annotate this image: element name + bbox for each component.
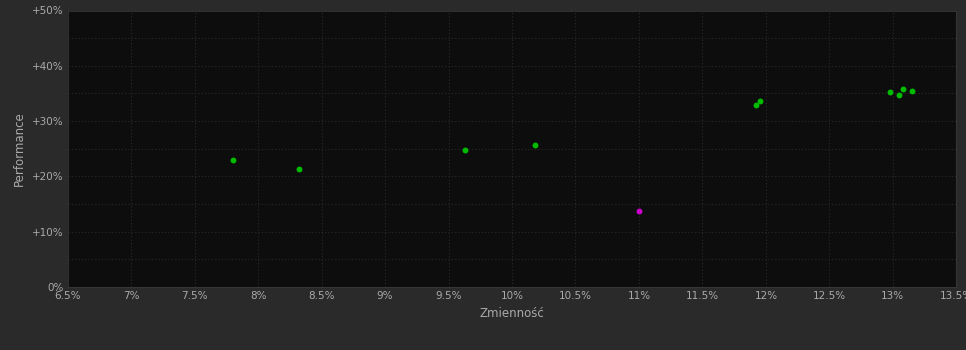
Point	[291, 166, 306, 172]
Point	[904, 89, 920, 94]
Point	[883, 90, 898, 95]
Point	[225, 158, 241, 163]
Point	[895, 86, 911, 92]
Point	[631, 208, 646, 213]
Point	[527, 142, 543, 148]
Point	[457, 148, 472, 153]
X-axis label: Zmienność: Zmienność	[479, 307, 545, 320]
Y-axis label: Performance: Performance	[14, 111, 26, 186]
Point	[892, 92, 907, 97]
Point	[752, 98, 767, 104]
Point	[748, 102, 763, 107]
